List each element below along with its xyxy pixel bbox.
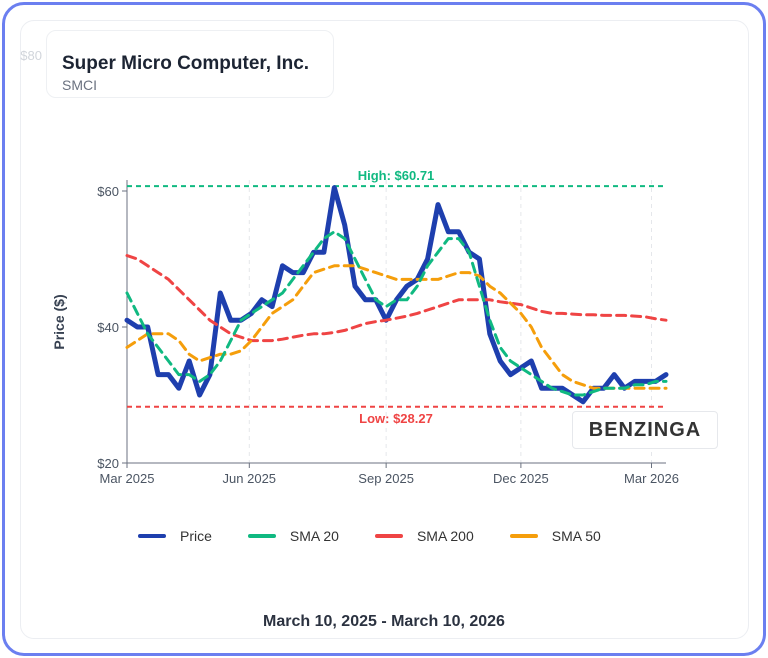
chart-legend: Price SMA 20 SMA 200 SMA 50 [138, 528, 637, 544]
legend-swatch [247, 534, 276, 538]
high-label: High: $60.71 [358, 168, 435, 183]
legend-swatch [374, 534, 403, 538]
legend-label: Price [180, 528, 212, 544]
y-tick-label: $40 [97, 320, 119, 335]
x-tick-label: Jun 2025 [223, 471, 277, 486]
legend-item-sma20[interactable]: SMA 20 [247, 528, 339, 544]
y-axis-label: Price ($) [51, 294, 67, 349]
series-line-sma200 [125, 254, 668, 343]
x-tick-label: Mar 2025 [100, 471, 155, 486]
low-label: Low: $28.27 [359, 411, 433, 426]
x-tick-label: Sep 2025 [358, 471, 414, 486]
legend-swatch [509, 534, 538, 538]
legend-swatch [138, 534, 166, 538]
benzinga-watermark: BENZINGA [572, 411, 718, 449]
title-card [46, 30, 334, 98]
series-line-sma50 [125, 264, 668, 390]
legend-item-price[interactable]: Price [138, 528, 212, 544]
legend-item-sma50[interactable]: SMA 50 [509, 528, 601, 544]
legend-label: SMA 50 [551, 528, 601, 544]
x-tick-label: Mar 2026 [624, 471, 679, 486]
legend-label: SMA 200 [416, 528, 474, 544]
company-name: Super Micro Computer, Inc. [62, 53, 310, 74]
legend-item-sma200[interactable]: SMA 200 [374, 528, 474, 544]
y-tick-label: $60 [97, 184, 119, 199]
x-tick-label: Dec 2025 [493, 471, 549, 486]
y-tick-label: $80 [20, 48, 42, 63]
ticker-symbol: SMCI [62, 77, 97, 93]
series-line-price [124, 185, 669, 405]
series-line-sma20 [125, 230, 668, 397]
date-range: March 10, 2025 - March 10, 2026 [263, 613, 505, 630]
y-tick-label: $20 [97, 456, 119, 471]
legend-label: SMA 20 [289, 528, 339, 544]
